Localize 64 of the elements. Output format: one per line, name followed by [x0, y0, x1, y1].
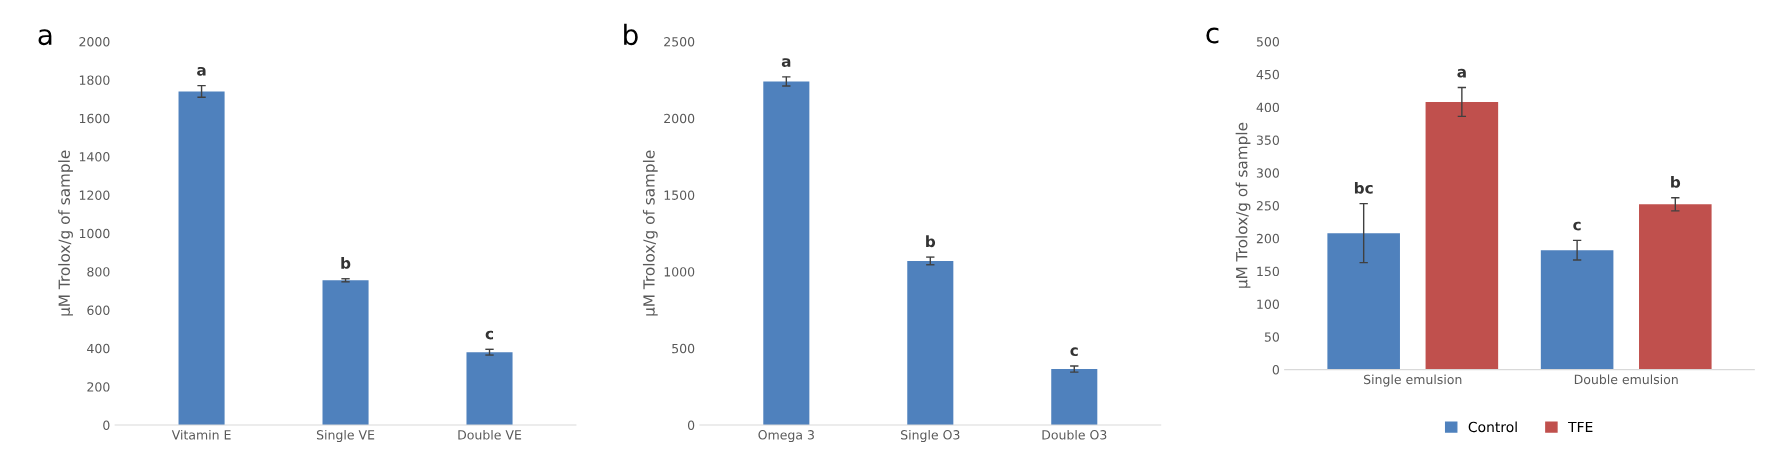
data-label: c: [485, 330, 494, 340]
y-axis-title: µM Trolox/g of sample: [58, 150, 73, 316]
legend-label: TFE: [1568, 421, 1593, 433]
y-tick-label: 1200: [79, 190, 110, 200]
y-axis-title: µM Trolox/g of sample: [642, 150, 658, 316]
bar: [1540, 250, 1614, 370]
y-tick-label: 300: [1256, 168, 1280, 178]
data-label: bc: [1354, 181, 1373, 194]
y-tick-label: 200: [87, 382, 110, 392]
y-tick-label: 2500: [664, 37, 695, 47]
bar: [322, 280, 369, 426]
y-tick-label: 500: [672, 343, 695, 354]
bar: [1639, 204, 1712, 370]
y-tick-label: 1500: [664, 190, 695, 200]
chart-title: b: [624, 23, 638, 46]
data-label: b: [341, 257, 351, 269]
y-tick-label: 250: [1256, 201, 1280, 211]
data-label: a: [781, 58, 791, 67]
y-tick-label: 2000: [79, 37, 110, 47]
y-axis-title: µM Trolox/g of sample: [1235, 122, 1251, 288]
y-tick-label: 500: [1256, 37, 1280, 47]
bar: [763, 81, 810, 426]
y-tick-label: 600: [87, 305, 110, 315]
bar: [1425, 101, 1499, 370]
bar: [466, 352, 513, 426]
x-tick-label: Single emulsion: [1363, 374, 1462, 387]
y-tick-label: 0: [1272, 365, 1280, 375]
y-tick-label: 1400: [79, 152, 110, 162]
y-tick-label: 1800: [79, 75, 110, 85]
y-tick-label: 400: [87, 343, 110, 354]
bar: [1051, 369, 1098, 426]
data-label: a: [1457, 68, 1466, 78]
y-tick-label: 50: [1264, 332, 1280, 342]
y-tick-label: 0: [103, 420, 110, 430]
chart-title: c: [1206, 27, 1219, 44]
y-tick-label: 350: [1256, 135, 1280, 145]
y-tick-label: 100: [1257, 299, 1280, 309]
y-tick-label: 800: [87, 267, 110, 277]
y-tick-label: 150: [1257, 266, 1280, 277]
x-tick-label: Omega 3: [758, 430, 814, 442]
bar: [1327, 233, 1400, 370]
data-label: c: [1573, 221, 1581, 231]
bar: [178, 91, 225, 426]
x-tick-label: Single VE: [316, 429, 375, 442]
bar: [907, 260, 954, 426]
y-tick-label: 1000: [79, 228, 110, 239]
data-label: c: [1070, 347, 1078, 357]
data-label: a: [197, 67, 206, 76]
x-tick-label: Double VE: [458, 429, 522, 440]
chart-title: a: [38, 29, 52, 46]
y-tick-label: 0: [687, 420, 695, 430]
y-tick-label: 450: [1256, 69, 1280, 80]
y-tick-label: 2000: [664, 113, 695, 124]
data-label: b: [926, 235, 936, 248]
data-label: b: [1671, 175, 1681, 188]
y-tick-label: 400: [1256, 102, 1280, 113]
y-tick-label: 1600: [79, 113, 110, 124]
y-tick-label: 200: [1256, 233, 1280, 244]
x-tick-label: Double O3: [1042, 429, 1107, 440]
x-tick-label: Vitamin E: [171, 429, 231, 440]
legend-label: Control: [1468, 421, 1517, 433]
x-tick-label: Double emulsion: [1574, 374, 1678, 385]
y-tick-label: 1000: [664, 267, 695, 277]
x-tick-label: Single O3: [901, 429, 960, 442]
